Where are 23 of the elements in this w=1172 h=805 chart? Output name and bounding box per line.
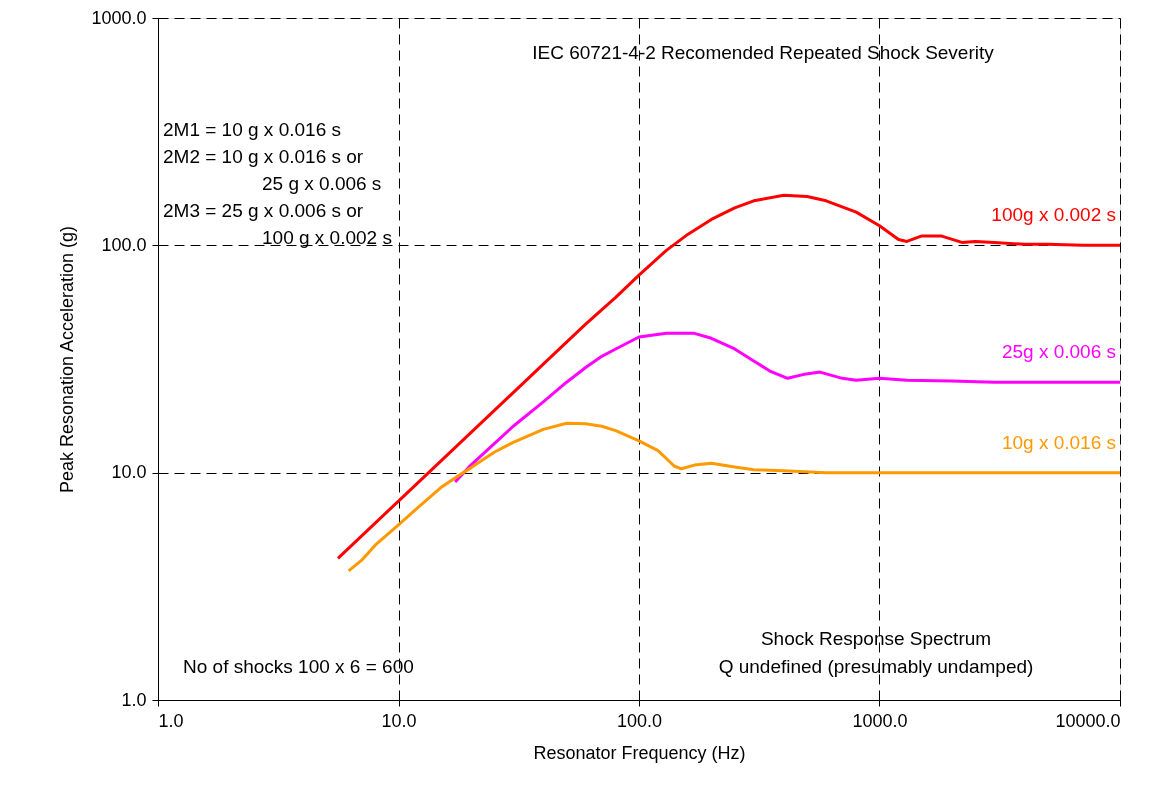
y-axis-title: Peak Resonation Acceleration (g) [57, 225, 78, 494]
x-tick-label: 1000.0 [852, 710, 908, 731]
x-tick-label: 100.0 [616, 710, 663, 731]
series-label: 100g x 0.002 s [991, 204, 1116, 226]
series-label: 10g x 0.016 s [1001, 431, 1116, 453]
y-tick-label: 10.0 [111, 462, 147, 483]
y-tick-label: 1.0 [121, 689, 147, 710]
y-tick-label: 1000.0 [91, 7, 147, 28]
x-axis-title: Resonator Frequency (Hz) [533, 742, 746, 763]
annotation: 2M3 = 25 g x 0.006 s or [163, 200, 364, 221]
annotation: No of shocks 100 x 6 = 600 [183, 656, 414, 677]
annotation: 2M2 = 10 g x 0.016 s or [163, 146, 364, 167]
series-label: 25g x 0.006 s [1001, 341, 1116, 363]
y-tick-label: 100.0 [101, 234, 147, 255]
x-tick-label: 10000.0 [1055, 710, 1121, 731]
x-tick-label: 1.0 [158, 710, 184, 731]
annotation: 2M1 = 10 g x 0.016 s [163, 119, 341, 140]
annotation: 100 g x 0.002 s [262, 227, 392, 248]
annotation: IEC 60721-4-2 Recomended Repeated Shock Severity [532, 42, 995, 63]
x-tick-label: 10.0 [381, 710, 417, 731]
annotation: Q undefined (presumably undamped) [718, 656, 1034, 677]
annotation: Shock Response Spectrum [760, 628, 992, 649]
annotation: 25 g x 0.006 s [262, 173, 382, 194]
